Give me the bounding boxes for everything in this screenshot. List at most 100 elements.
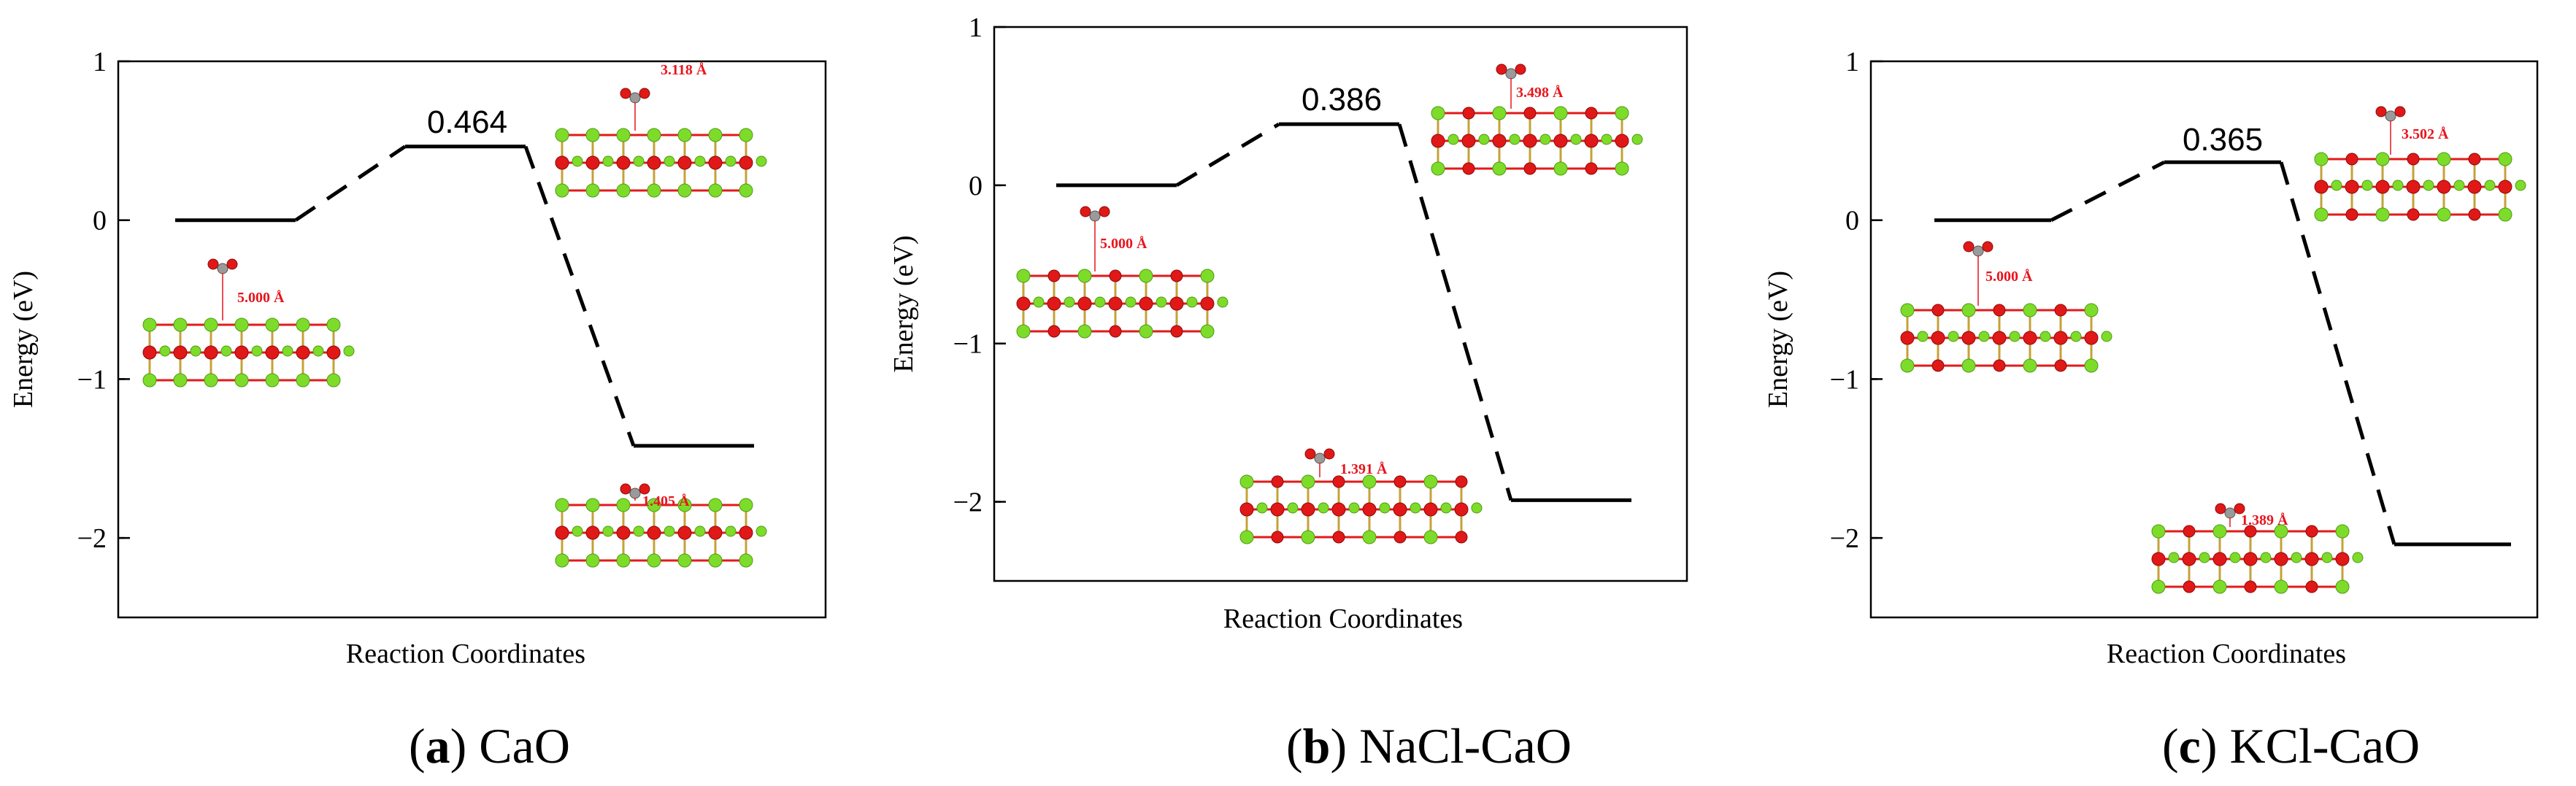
- calcium-atom: [220, 345, 232, 357]
- calcium-atom: [2274, 524, 2288, 539]
- surface-structure-initial: [1900, 303, 2112, 373]
- calcium-atom: [2392, 180, 2404, 191]
- calcium-atom: [265, 373, 280, 388]
- calcium-atom: [1900, 358, 1915, 373]
- caption-part: c: [2179, 718, 2201, 774]
- calcium-atom: [739, 183, 753, 198]
- oxygen-atom: [647, 525, 661, 540]
- oxygen-atom: [2375, 180, 2390, 194]
- calcium-atom: [647, 183, 661, 198]
- oxygen-atom: [1584, 134, 1599, 148]
- oxygen-atom: [677, 525, 692, 540]
- energy-panel-c: 1 0 −1 −2 Reaction Coordinates Energy (eV) 0.3…: [1763, 47, 2539, 774]
- plot-frame: [117, 60, 827, 619]
- oxygen-atom: [1109, 269, 1122, 282]
- surface-structure-initial: [142, 317, 355, 388]
- x-axis-label: Reaction Coordinates: [346, 639, 585, 669]
- calcium-atom: [142, 317, 157, 332]
- x-axis-label: Reaction Coordinates: [2107, 639, 2346, 669]
- calcium-atom: [677, 498, 692, 512]
- co2-oxygen-atom: [1099, 206, 1110, 217]
- barrier-energy-label: 0.464: [427, 104, 507, 140]
- calcium-atom: [1217, 296, 1229, 308]
- calcium-atom: [204, 373, 218, 388]
- calcium-atom: [234, 373, 249, 388]
- y-tick-label: −2: [77, 523, 107, 554]
- co2-molecule: [1304, 448, 1335, 464]
- co2-oxygen-atom: [2234, 503, 2245, 515]
- calcium-atom: [2335, 579, 2350, 594]
- oxygen-atom: [1170, 269, 1183, 282]
- oxygen-atom: [1332, 531, 1345, 544]
- y-tick-label: −1: [77, 364, 107, 395]
- oxygen-atom: [1993, 359, 2006, 372]
- connector-line: [1397, 123, 1513, 501]
- calcium-atom: [1077, 269, 1092, 283]
- oxygen-atom: [2345, 153, 2358, 166]
- calcium-atom: [1094, 296, 1106, 308]
- co2-molecule: [207, 258, 238, 274]
- calcium-atom: [1492, 106, 1507, 120]
- co2-carbon-atom: [1314, 452, 1326, 464]
- calcium-atom: [585, 183, 600, 198]
- co2-oxygen-atom: [1323, 448, 1335, 460]
- oxygen-atom: [1047, 296, 1061, 311]
- co2-oxygen-atom: [2215, 503, 2226, 515]
- co2-carbon-atom: [1089, 210, 1101, 222]
- calcium-atom: [2023, 303, 2037, 317]
- calcium-atom: [2453, 180, 2465, 191]
- calcium-atom: [2151, 579, 2166, 594]
- oxygen-atom: [1462, 107, 1475, 120]
- co2-oxygen-atom: [1982, 241, 1993, 253]
- oxygen-atom: [1077, 296, 1092, 311]
- oxygen-atom: [1271, 475, 1284, 488]
- co2-carbon-atom: [1972, 245, 1984, 257]
- calcium-atom: [2498, 152, 2512, 166]
- calcium-atom: [1379, 502, 1391, 514]
- calcium-atom: [326, 373, 341, 388]
- oxygen-atom: [1455, 531, 1468, 544]
- calcium-atom: [1615, 106, 1629, 120]
- oxygen-atom: [2407, 208, 2420, 221]
- calcium-atom: [1553, 161, 1568, 176]
- calcium-atom: [1601, 134, 1612, 145]
- oxygen-atom: [1169, 296, 1184, 311]
- oxygen-atom: [2304, 552, 2319, 566]
- calcium-atom: [296, 317, 310, 332]
- calcium-atom: [739, 128, 753, 142]
- oxygen-atom: [1047, 325, 1061, 338]
- oxygen-atom: [1615, 134, 1629, 148]
- calcium-atom: [1348, 502, 1360, 514]
- calcium-atom: [2331, 180, 2342, 191]
- calcium-atom: [1978, 331, 1990, 342]
- calcium-atom: [2484, 180, 2496, 191]
- y-tick-label: 0: [1845, 206, 1859, 236]
- energy-panel-b: 1 0 −1 −2 Reaction Coordinates Energy (eV) 0.3…: [888, 12, 1688, 774]
- calcium-atom: [572, 155, 583, 167]
- calcium-atom: [190, 345, 201, 357]
- oxygen-atom: [2183, 525, 2196, 538]
- calcium-atom: [602, 525, 614, 537]
- oxygen-atom: [1454, 502, 1469, 517]
- surface-structure-transition: [1431, 106, 1643, 176]
- calcium-atom: [2352, 552, 2364, 563]
- surface-structure-final: [555, 498, 767, 568]
- calcium-atom: [694, 525, 706, 537]
- calcium-atom: [1615, 161, 1629, 176]
- calcium-atom: [1900, 303, 1915, 317]
- co2-oxygen-atom: [620, 483, 631, 495]
- oxygen-atom: [1992, 331, 2007, 345]
- co2-carbon-atom: [1505, 68, 1517, 80]
- oxygen-atom: [2274, 552, 2288, 566]
- calcium-atom: [2084, 358, 2099, 373]
- calcium-atom: [739, 553, 753, 568]
- oxygen-atom: [1523, 134, 1537, 148]
- barrier-energy-label: 0.386: [1302, 82, 1382, 117]
- co2-molecule: [2375, 106, 2406, 122]
- y-tick-label: 0: [969, 171, 983, 201]
- adsorption-distance-label: 1.389 Å: [2241, 512, 2288, 528]
- calcium-atom: [2274, 579, 2288, 594]
- oxygen-atom: [2151, 552, 2166, 566]
- calcium-atom: [2321, 552, 2333, 563]
